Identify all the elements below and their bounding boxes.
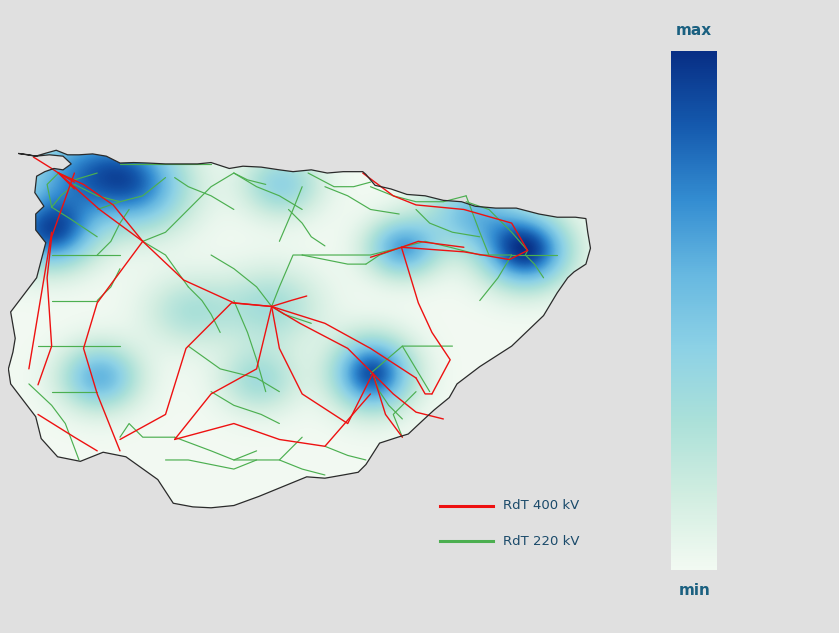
- Text: RdT 400 kV: RdT 400 kV: [503, 499, 579, 512]
- Text: RdT 220 kV: RdT 220 kV: [503, 535, 579, 548]
- Text: min: min: [679, 582, 710, 598]
- Text: max: max: [676, 23, 712, 38]
- Polygon shape: [8, 150, 591, 508]
